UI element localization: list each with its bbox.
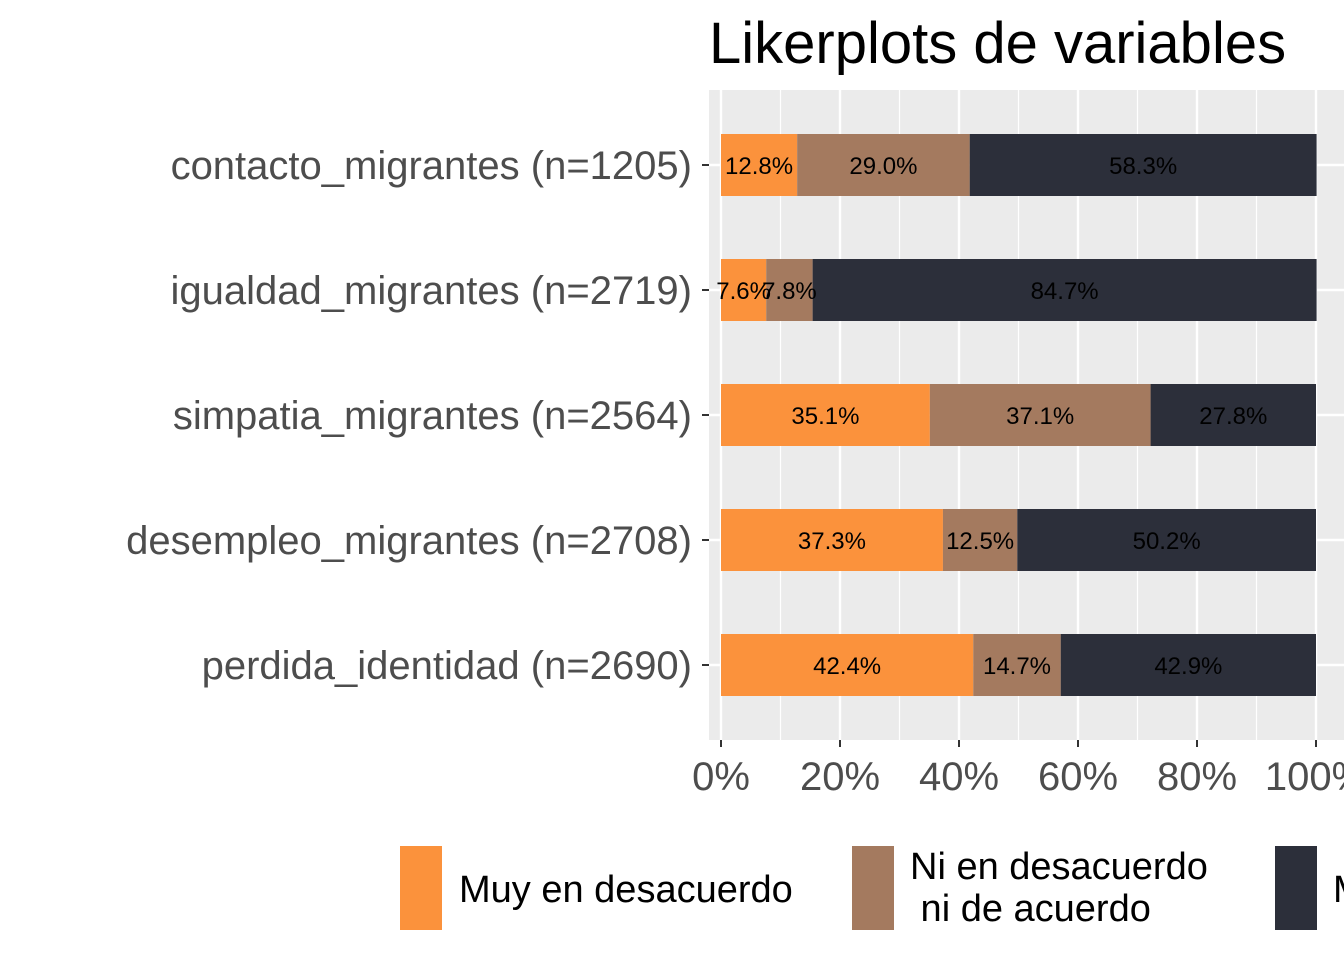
x-axis: 0% 20% 40% 60% 80% 100% (692, 740, 1344, 799)
category-label: simpatia_migrantes (n=2564) (173, 394, 692, 438)
data-label: 7.6% (716, 278, 771, 305)
bars (721, 134, 1317, 696)
category-label: perdida_identidad (n=2690) (202, 644, 692, 688)
legend-key (398, 844, 444, 932)
bar-segment (1017, 509, 1316, 571)
bar-segment (973, 634, 1061, 696)
data-label: 37.1% (1006, 403, 1074, 430)
bar-segment (929, 384, 1151, 446)
data-label: 14.7% (983, 653, 1051, 680)
bar-segment (797, 134, 970, 196)
data-label: 42.9% (1154, 653, 1222, 680)
data-label: 12.8% (725, 153, 793, 180)
data-label: 29.0% (849, 153, 917, 180)
data-label: 12.5% (946, 528, 1014, 555)
bar-segment (1150, 384, 1316, 446)
legend-label: M (1333, 869, 1344, 911)
x-tick-label: 80% (1157, 755, 1237, 799)
x-tick-label: 60% (1038, 755, 1118, 799)
bar-segment (1060, 634, 1316, 696)
bar-segment (721, 259, 767, 321)
bar-segment (721, 384, 930, 446)
data-label: 37.3% (798, 528, 866, 555)
x-tick-label: 40% (919, 755, 999, 799)
bar-segment (721, 134, 798, 196)
data-label: 50.2% (1133, 528, 1201, 555)
data-label: 7.8% (762, 278, 817, 305)
data-label: 84.7% (1031, 278, 1099, 305)
x-tick-label: 100% (1265, 755, 1344, 799)
x-tick-label: 20% (800, 755, 880, 799)
data-label: 27.8% (1199, 403, 1267, 430)
legend-label: Muy en desacuerdo (459, 869, 793, 911)
bar-segment (721, 634, 974, 696)
legend-key (1273, 844, 1319, 932)
chart-title: Likerplots de variables (709, 11, 1286, 76)
bar-segment (721, 509, 943, 571)
data-label: 42.4% (813, 653, 881, 680)
category-label: igualdad_migrantes (n=2719) (171, 269, 692, 313)
data-label: 35.1% (791, 403, 859, 430)
bar-segment (969, 134, 1317, 196)
legend: Muy en desacuerdo Ni en desacuerdo ni de … (398, 844, 1344, 932)
category-label: contacto_migrantes (n=1205) (171, 144, 692, 188)
legend-key (850, 844, 896, 932)
category-label: desempleo_migrantes (n=2708) (126, 519, 692, 563)
legend-label: Ni en desacuerdo ni de acuerdo (910, 846, 1208, 930)
data-label: 58.3% (1109, 153, 1177, 180)
bar-segment (766, 259, 813, 321)
bar-segment (812, 259, 1317, 321)
y-axis: contacto_migrantes (n=1205) igualdad_migr… (126, 144, 709, 688)
x-tick-label: 0% (692, 755, 750, 799)
data-labels: 12.8% 29.0% 58.3% 7.6%7.8% 84.7% 35.1% 37.1% 27… (716, 153, 1267, 680)
bar-segment (942, 509, 1018, 571)
